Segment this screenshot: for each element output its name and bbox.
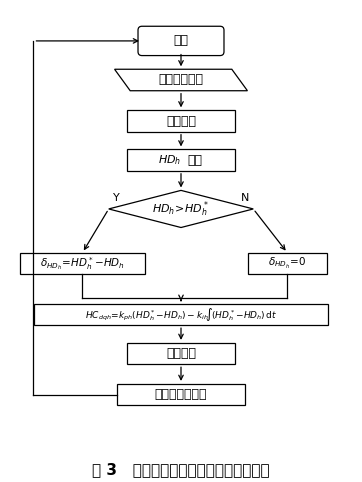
Text: 输入电网电压: 输入电网电压 [159,73,203,86]
Text: $\mathit{HD}_h$: $\mathit{HD}_h$ [157,153,181,167]
Bar [127,110,235,132]
Text: 计算: 计算 [187,154,202,167]
Text: $\mathit{HD}_h\!>\!\mathit{HD}_h^*$: $\mathit{HD}_h\!>\!\mathit{HD}_h^*$ [152,199,210,219]
Text: $\delta_{\mathit{HD}_h}\!=\!\mathit{HD}_h^*\!-\!\mathit{HD}_h$: $\delta_{\mathit{HD}_h}\!=\!\mathit{HD}_… [40,255,125,272]
Text: $\delta_{\mathit{HD}_h}\!=\!0$: $\delta_{\mathit{HD}_h}\!=\!0$ [268,256,307,271]
Text: 坐标变换: 坐标变换 [166,347,196,360]
Text: 微电网初级控制: 微电网初级控制 [155,388,207,401]
Text: 坐标变换: 坐标变换 [166,115,196,128]
Text: 开始: 开始 [173,34,189,47]
Text: N: N [241,193,249,203]
FancyBboxPatch shape [138,26,224,55]
Bar [20,253,145,274]
Bar [34,304,328,325]
Bar [118,384,244,405]
Text: Y: Y [113,193,119,203]
Bar [127,343,235,364]
Text: $\mathit{HC}_{dqh}\!=\!k_{ph}(\mathit{HD}_h^*\!-\!\mathit{HD}_h)-k_{ih}\!\int\!(: $\mathit{HC}_{dqh}\!=\!k_{ph}(\mathit{HD… [85,306,277,323]
Bar [127,149,235,171]
Polygon shape [109,190,253,228]
Bar [248,253,327,274]
Text: 图 3   微电网的谐波抑制二级控制流程图: 图 3 微电网的谐波抑制二级控制流程图 [92,462,270,477]
Polygon shape [114,69,248,91]
